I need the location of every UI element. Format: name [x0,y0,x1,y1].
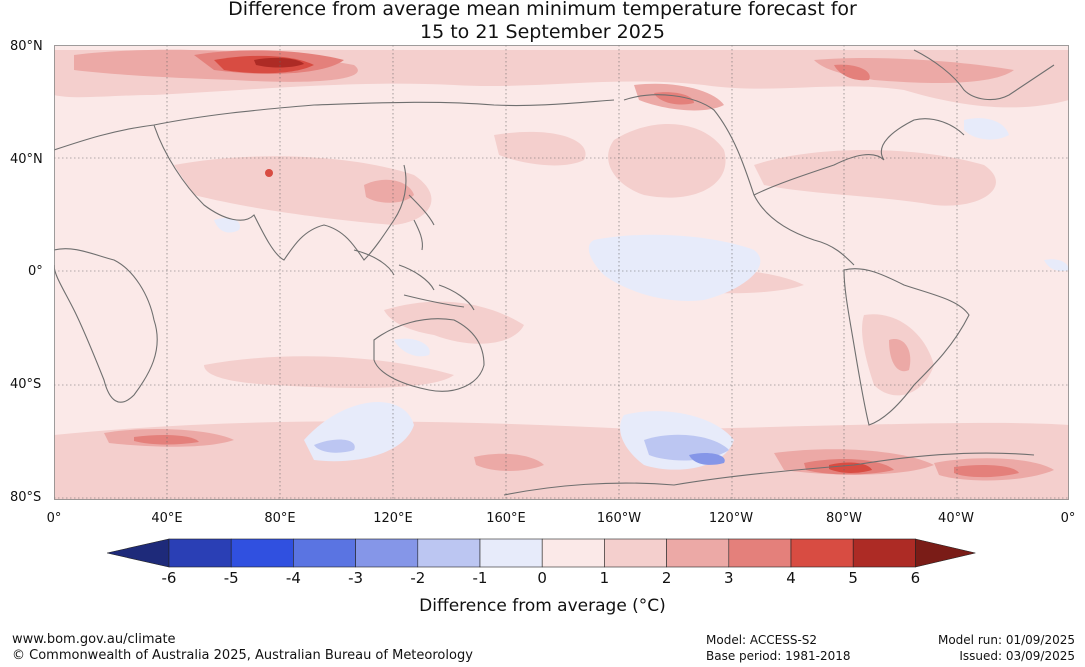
lat-label-80n: 80°N [10,39,43,54]
lat-label-0: 0° [28,264,43,279]
colorbar-arrow-high [915,538,976,568]
temperature-anomaly-map [54,45,1069,500]
colorbar-segment [728,538,792,568]
colorbar-tick-label: -3 [348,569,364,587]
colorbar-tick-label: -6 [161,569,177,587]
colorbar-tick-label: -1 [472,569,488,587]
map-border [54,45,1069,500]
colorbar-tick-label: 2 [661,569,672,587]
coastline-north-america [623,94,965,266]
graticule [54,45,1069,500]
colorbar-tick-label: -2 [410,569,426,587]
lon-label-160e: 160°E [486,511,526,526]
colorbar-tick-label: 1 [599,569,610,587]
lon-label-0-right: 0° [1060,511,1076,526]
coastline-europe-asia [54,99,615,261]
colorbar-arrow-low [107,538,170,568]
colorbar-segment [790,538,854,568]
colorbar-segment [666,538,730,568]
anomaly-5-to-6-regions [254,57,304,68]
colorbar-segments [107,538,976,568]
colorbar-segment [355,538,419,568]
lon-label-40w: 40°W [938,511,974,526]
lat-label-40n: 40°N [10,152,43,167]
lat-label-80s: 80°S [10,490,42,505]
colorbar-tick-label: 4 [786,569,796,587]
colorbar-segment [604,538,667,568]
colorbar-segment [168,538,232,568]
colorbar-tick-label: 5 [848,569,858,587]
colorbar-tick-label: 6 [910,569,921,587]
colorbar-tick-label: -5 [223,569,239,587]
issued-text: Issued: 03/09/2025 [959,649,1075,663]
colorbar-tick-label: -4 [285,569,301,587]
colorbar-segment [852,538,916,568]
colorbar-segment [230,538,294,568]
map-title-line2: 15 to 21 September 2025 [420,21,665,43]
base-period-text: Base period: 1981-2018 [706,649,851,663]
coastline-antarctica [503,452,1035,496]
model-run-text: Model run: 01/09/2025 [937,633,1075,647]
coastline-maritime-continent [353,249,475,311]
map-title-line1: Difference from average mean minimum tem… [228,0,857,20]
copyright-text: © Commonwealth of Australia 2025, Austra… [12,648,473,663]
colorbar-tick-label: 3 [724,569,734,587]
lon-label-0-left: 0° [46,511,62,526]
colorbar-segment [541,538,605,568]
anomaly-minus3-to-minus2-regions [689,452,725,465]
lon-label-80w: 80°W [826,511,862,526]
lon-label-160w: 160°W [596,511,642,526]
colorbar [107,538,976,568]
colorbar-segment [417,538,481,568]
colorbar-tick-label: 0 [537,569,547,587]
colorbar-segment [479,538,543,568]
coastline-africa [54,248,158,403]
lon-label-80e: 80°E [264,511,296,526]
lon-label-40e: 40°E [151,511,183,526]
coastline-japan [408,194,435,251]
model-text: Model: ACCESS-S2 [706,633,818,647]
colorbar-title: Difference from average (°C) [419,596,666,616]
colorbar-segment [293,538,356,568]
coastline-greenland [913,49,1055,101]
lat-label-40s: 40°S [10,377,42,392]
coastline-australia [373,318,485,392]
lon-label-120e: 120°E [373,511,413,526]
website-link[interactable]: www.bom.gov.au/climate [12,632,176,647]
lon-label-120w: 120°W [708,511,754,526]
